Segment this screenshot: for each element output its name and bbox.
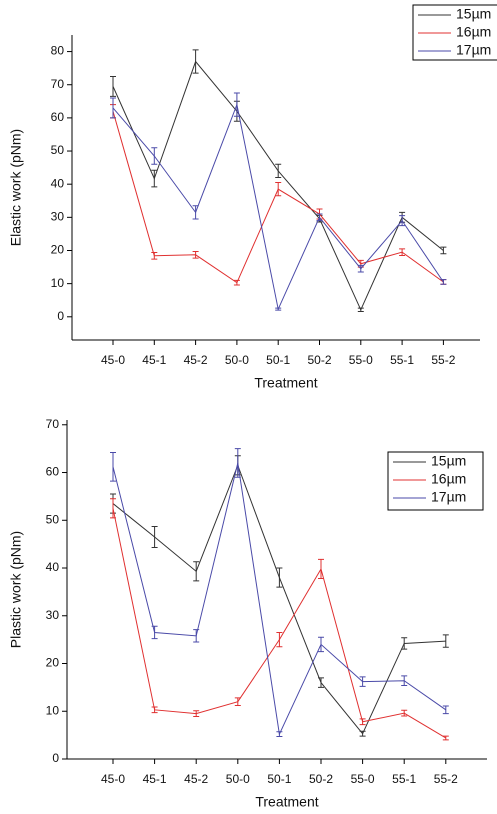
error-bar	[318, 636, 324, 653]
x-tick-label: 45-1	[142, 353, 166, 367]
error-bar	[318, 558, 324, 580]
error-bar	[233, 92, 240, 117]
x-tick-label: 50-2	[307, 353, 331, 367]
error-bar	[401, 637, 408, 650]
y-tick-label: 80	[51, 44, 65, 58]
error-bar	[399, 248, 406, 256]
error-bar	[276, 731, 283, 738]
x-tick-label: 50-0	[225, 353, 249, 367]
y-tick-label: 30	[46, 608, 60, 622]
y-axis-label: Plastic work (pNm)	[8, 531, 24, 648]
x-tick-label: 45-0	[101, 353, 125, 367]
x-tick-label: 50-0	[226, 772, 250, 786]
legend-label: 17µm	[431, 489, 466, 505]
y-tick-label: 20	[46, 656, 60, 670]
error-bar	[276, 631, 283, 648]
error-bar	[110, 498, 116, 519]
x-tick-label: 50-1	[267, 772, 291, 786]
error-bar	[359, 718, 366, 726]
error-bar	[359, 730, 366, 737]
y-tick-label: 0	[52, 751, 59, 765]
x-tick-label: 55-1	[390, 353, 414, 367]
error-bar	[442, 705, 449, 715]
error-bar	[151, 169, 158, 188]
error-bar	[151, 147, 158, 165]
error-bar	[234, 697, 241, 707]
error-bar	[192, 250, 199, 259]
x-tick-label: 55-0	[351, 772, 375, 786]
x-axis-label: Treatment	[254, 375, 317, 391]
y-tick-label: 60	[51, 110, 65, 124]
error-bar	[399, 215, 406, 227]
error-bar	[401, 709, 408, 717]
error-bar	[193, 561, 200, 582]
error-bar	[151, 251, 158, 260]
legend-label: 15µm	[431, 453, 466, 469]
error-bar	[442, 735, 449, 741]
error-bar	[357, 307, 364, 312]
x-tick-label: 45-2	[184, 353, 208, 367]
error-bar	[110, 75, 116, 97]
error-bar	[318, 677, 324, 688]
error-bar	[151, 706, 158, 714]
y-tick-label: 50	[46, 512, 60, 526]
error-bar	[442, 634, 449, 648]
y-tick-label: 50	[51, 143, 65, 157]
x-tick-label: 55-2	[434, 772, 458, 786]
y-tick-label: 30	[51, 210, 65, 224]
x-axis-label: Treatment	[255, 794, 318, 810]
error-bar	[276, 567, 283, 588]
x-tick-label: 45-1	[143, 772, 167, 786]
x-tick-label: 45-0	[101, 772, 125, 786]
x-tick-label: 55-0	[349, 353, 373, 367]
error-bar	[234, 448, 241, 478]
error-bar	[193, 710, 200, 718]
x-tick-label: 45-2	[184, 772, 208, 786]
series-line	[112, 508, 447, 739]
error-bar	[192, 205, 199, 220]
legend-label: 16µm	[456, 24, 491, 40]
y-tick-label: 40	[51, 176, 65, 190]
y-axis-label: Elastic work (pNm)	[8, 129, 24, 246]
x-tick-label: 50-1	[266, 353, 290, 367]
error-bar	[440, 246, 447, 255]
error-bar	[193, 629, 200, 643]
y-tick-label: 60	[46, 465, 60, 479]
series-line	[112, 111, 444, 284]
error-bar	[275, 307, 282, 311]
error-bar	[275, 163, 282, 179]
error-bar	[233, 279, 240, 286]
y-tick-label: 40	[46, 560, 60, 574]
y-tick-label: 0	[57, 309, 64, 323]
x-tick-label: 55-1	[392, 772, 416, 786]
y-tick-label: 70	[46, 417, 60, 431]
legend-label: 17µm	[456, 42, 491, 58]
series-line	[112, 102, 444, 311]
y-tick-label: 10	[46, 703, 60, 717]
y-tick-label: 10	[51, 276, 65, 290]
legend-label: 16µm	[431, 471, 466, 487]
error-bar	[192, 49, 199, 74]
error-bar	[359, 676, 366, 687]
error-bar	[110, 97, 116, 119]
x-tick-label: 55-2	[431, 353, 455, 367]
x-tick-label: 50-2	[309, 772, 333, 786]
error-bar	[151, 625, 158, 640]
y-tick-label: 70	[51, 77, 65, 91]
error-bar	[440, 279, 447, 285]
error-bar	[110, 451, 116, 482]
error-bar	[316, 213, 323, 222]
error-bar	[275, 182, 282, 197]
error-bar	[401, 675, 408, 686]
error-bar	[151, 525, 158, 548]
error-bar	[357, 264, 364, 273]
y-tick-label: 20	[51, 243, 65, 257]
legend-label: 15µm	[456, 6, 491, 22]
